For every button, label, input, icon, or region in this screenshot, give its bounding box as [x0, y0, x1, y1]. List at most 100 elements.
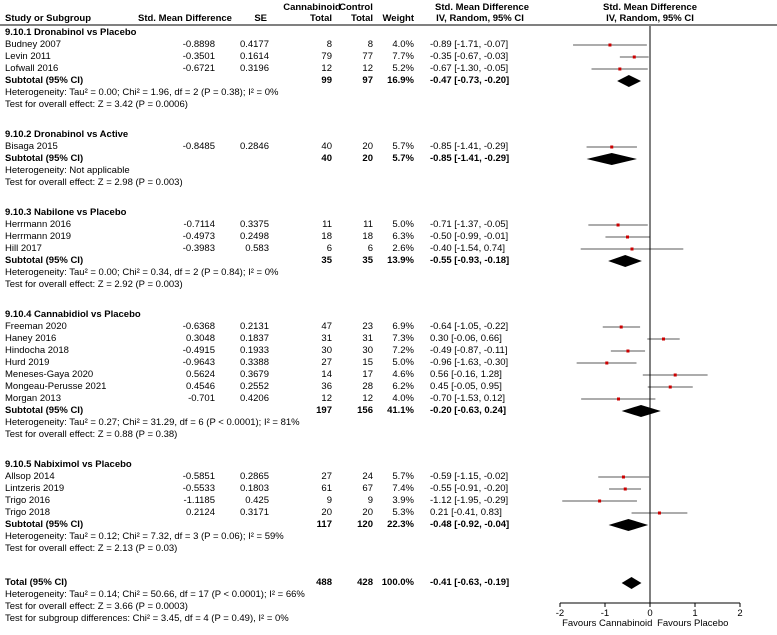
study-ci: -0.85 [-1.41, -0.29] — [430, 141, 509, 152]
study-weight: 6.2% — [392, 381, 414, 392]
study-n-control: 23 — [362, 321, 373, 332]
study-se: 0.583 — [245, 243, 269, 254]
header-total1: Total — [310, 13, 332, 24]
header-smd: Std. Mean Difference — [138, 13, 232, 24]
study-weight: 6.9% — [392, 321, 414, 332]
study-name: Hurd 2019 — [5, 357, 50, 368]
study-point — [662, 337, 665, 341]
total-label: Total (95% CI) — [5, 577, 68, 588]
study-n-cannabinoid: 27 — [321, 357, 332, 368]
study-ci: -0.96 [-1.63, -0.30] — [430, 357, 509, 368]
study-weight: 4.6% — [392, 369, 414, 380]
study-ci: -0.59 [-1.15, -0.02] — [430, 471, 509, 482]
study-n-control: 20 — [362, 507, 373, 518]
total-heterogeneity: Heterogeneity: Tau² = 0.14; Chi² = 50.66… — [5, 589, 305, 600]
study-n-cannabinoid: 36 — [321, 381, 332, 392]
study-point — [623, 487, 627, 491]
subgroup-overall-effect: Test for overall effect: Z = 0.88 (P = 0… — [5, 429, 178, 440]
study-n-cannabinoid: 12 — [321, 393, 332, 404]
study-smd: -0.4973 — [182, 231, 215, 242]
study-point — [621, 475, 625, 479]
x-tick-label: 0 — [647, 608, 652, 619]
study-weight: 4.0% — [392, 393, 414, 404]
study-point — [626, 349, 630, 353]
study-smd: -1.1185 — [183, 495, 215, 506]
study-weight: 5.7% — [392, 141, 414, 152]
study-ci: -0.49 [-0.87, -0.11] — [430, 345, 508, 356]
subtotal-n-cannabinoid: 40 — [321, 153, 332, 164]
study-n-cannabinoid: 12 — [321, 63, 332, 74]
subtotal-n-cannabinoid: 117 — [316, 519, 332, 530]
study-point — [618, 67, 622, 71]
study-se: 0.3388 — [239, 357, 269, 368]
subgroup-heterogeneity: Heterogeneity: Tau² = 0.27; Chi² = 31.29… — [5, 417, 300, 428]
study-name: Herrmann 2019 — [5, 231, 72, 242]
study-n-control: 15 — [362, 357, 373, 368]
subtotal-ci: -0.85 [-1.41, -0.29] — [430, 153, 510, 164]
study-ci: -0.71 [-1.37, -0.05] — [430, 219, 509, 230]
subtotal-weight: 22.3% — [387, 519, 414, 530]
study-smd: -0.7114 — [183, 219, 215, 230]
study-name: Trigo 2018 — [5, 507, 51, 518]
study-name: Meneses-Gaya 2020 — [5, 369, 94, 380]
study-point — [673, 373, 677, 377]
subgroup-overall-effect: Test for overall effect: Z = 2.92 (P = 0… — [5, 279, 183, 290]
subgroup-title: 9.10.1 Dronabinol vs Placebo — [5, 27, 137, 38]
subtotal-n-control: 97 — [362, 75, 373, 86]
study-n-control: 20 — [362, 141, 373, 152]
study-name: Levin 2011 — [5, 51, 51, 62]
subtotal-weight: 41.1% — [387, 405, 414, 416]
study-n-cannabinoid: 11 — [322, 219, 332, 230]
study-se: 0.4206 — [239, 393, 269, 404]
study-name: Morgan 2013 — [5, 393, 61, 404]
study-n-control: 6 — [367, 243, 373, 254]
study-n-control: 11 — [363, 219, 373, 230]
header-ci-sub: IV, Random, 95% CI — [436, 13, 524, 24]
study-se: 0.4177 — [239, 39, 269, 50]
study-name: Bisaga 2015 — [5, 141, 58, 152]
study-ci: -0.40 [-1.54, 0.74] — [430, 243, 505, 254]
study-n-cannabinoid: 61 — [321, 483, 332, 494]
study-se: 0.1614 — [239, 51, 269, 62]
study-weight: 7.2% — [392, 345, 414, 356]
study-weight: 4.0% — [392, 39, 414, 50]
study-smd: -0.701 — [188, 393, 215, 404]
subtotal-diamond — [621, 405, 661, 417]
study-se: 0.1837 — [239, 333, 269, 344]
subgroup-heterogeneity: Heterogeneity: Tau² = 0.00; Chi² = 0.34,… — [5, 267, 279, 278]
study-n-control: 8 — [367, 39, 373, 50]
total-weight: 100.0% — [381, 577, 414, 588]
study-point — [610, 145, 614, 149]
study-ci: 0.21 [-0.41, 0.83] — [430, 507, 502, 518]
header-group1: Cannabinoid — [283, 2, 341, 13]
study-ci: 0.56 [-0.16, 1.28] — [430, 369, 502, 380]
x-tick-label: -2 — [556, 608, 564, 619]
study-se: 0.3171 — [239, 507, 269, 518]
subtotal-diamond — [608, 519, 649, 531]
study-n-cannabinoid: 8 — [326, 39, 332, 50]
study-name: Mongeau-Perusse 2021 — [5, 381, 107, 392]
study-n-control: 28 — [362, 381, 373, 392]
favours-left-label: Favours Cannabinoid — [562, 618, 652, 629]
study-se: 0.3679 — [239, 369, 269, 380]
header-plot-sub: IV, Random, 95% CI — [606, 13, 694, 24]
total-subgroup-differences: Test for subgroup differences: Chi² = 3.… — [5, 613, 289, 624]
study-n-control: 12 — [362, 63, 373, 74]
x-tick-label: -1 — [601, 608, 609, 619]
study-ci: -0.67 [-1.30, -0.05] — [430, 63, 509, 74]
header-study: Study or Subgroup — [5, 13, 92, 24]
study-smd: -0.5851 — [182, 471, 215, 482]
study-se: 0.425 — [245, 495, 269, 506]
header-group2: Control — [339, 2, 373, 13]
study-name: Hill 2017 — [5, 243, 42, 254]
study-smd: -0.6368 — [182, 321, 215, 332]
subtotal-diamond — [586, 153, 637, 165]
study-n-control: 17 — [362, 369, 373, 380]
study-name: Allsop 2014 — [5, 471, 55, 482]
study-name: Budney 2007 — [5, 39, 61, 50]
study-se: 0.2846 — [239, 141, 269, 152]
favours-right-label: Favours Placebo — [657, 618, 728, 629]
study-n-cannabinoid: 20 — [321, 507, 332, 518]
subgroup-title: 9.10.4 Cannabidiol vs Placebo — [5, 309, 141, 320]
study-smd: -0.3983 — [182, 243, 215, 254]
